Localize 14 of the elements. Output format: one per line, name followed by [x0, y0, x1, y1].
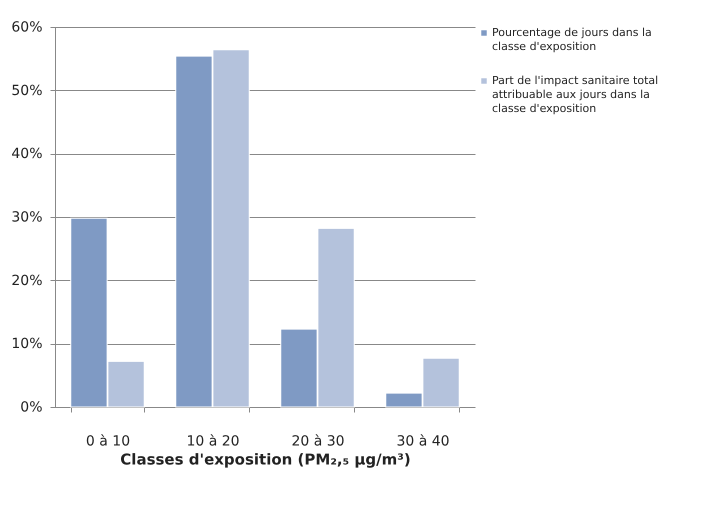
x-tick-label: 10 à 20	[186, 434, 240, 450]
y-tick-label: 20%	[11, 272, 42, 289]
y-tick-label: 0%	[20, 400, 42, 416]
y-tick-label: 30%	[11, 210, 42, 226]
x-tick-label: 20 à 30	[291, 434, 345, 450]
x-tick-label: 0 à 10	[86, 434, 130, 450]
y-tick-label: 10%	[11, 336, 42, 352]
y-tick-label: 60%	[11, 20, 42, 36]
legend-label: Part de l'impact sanitaire total attribuable aux jours dans la classe d'exposition	[492, 74, 658, 115]
y-tick-label: 40%	[11, 146, 42, 162]
x-tick-label: 30 à 40	[396, 434, 450, 450]
y-tick-label: 50%	[11, 82, 42, 99]
legend-label: Pourcentage de jours dans la classe d'exposition	[492, 26, 652, 53]
x-axis-title: Classes d'exposition (PM₂,₅ µg/m³)	[120, 450, 411, 468]
